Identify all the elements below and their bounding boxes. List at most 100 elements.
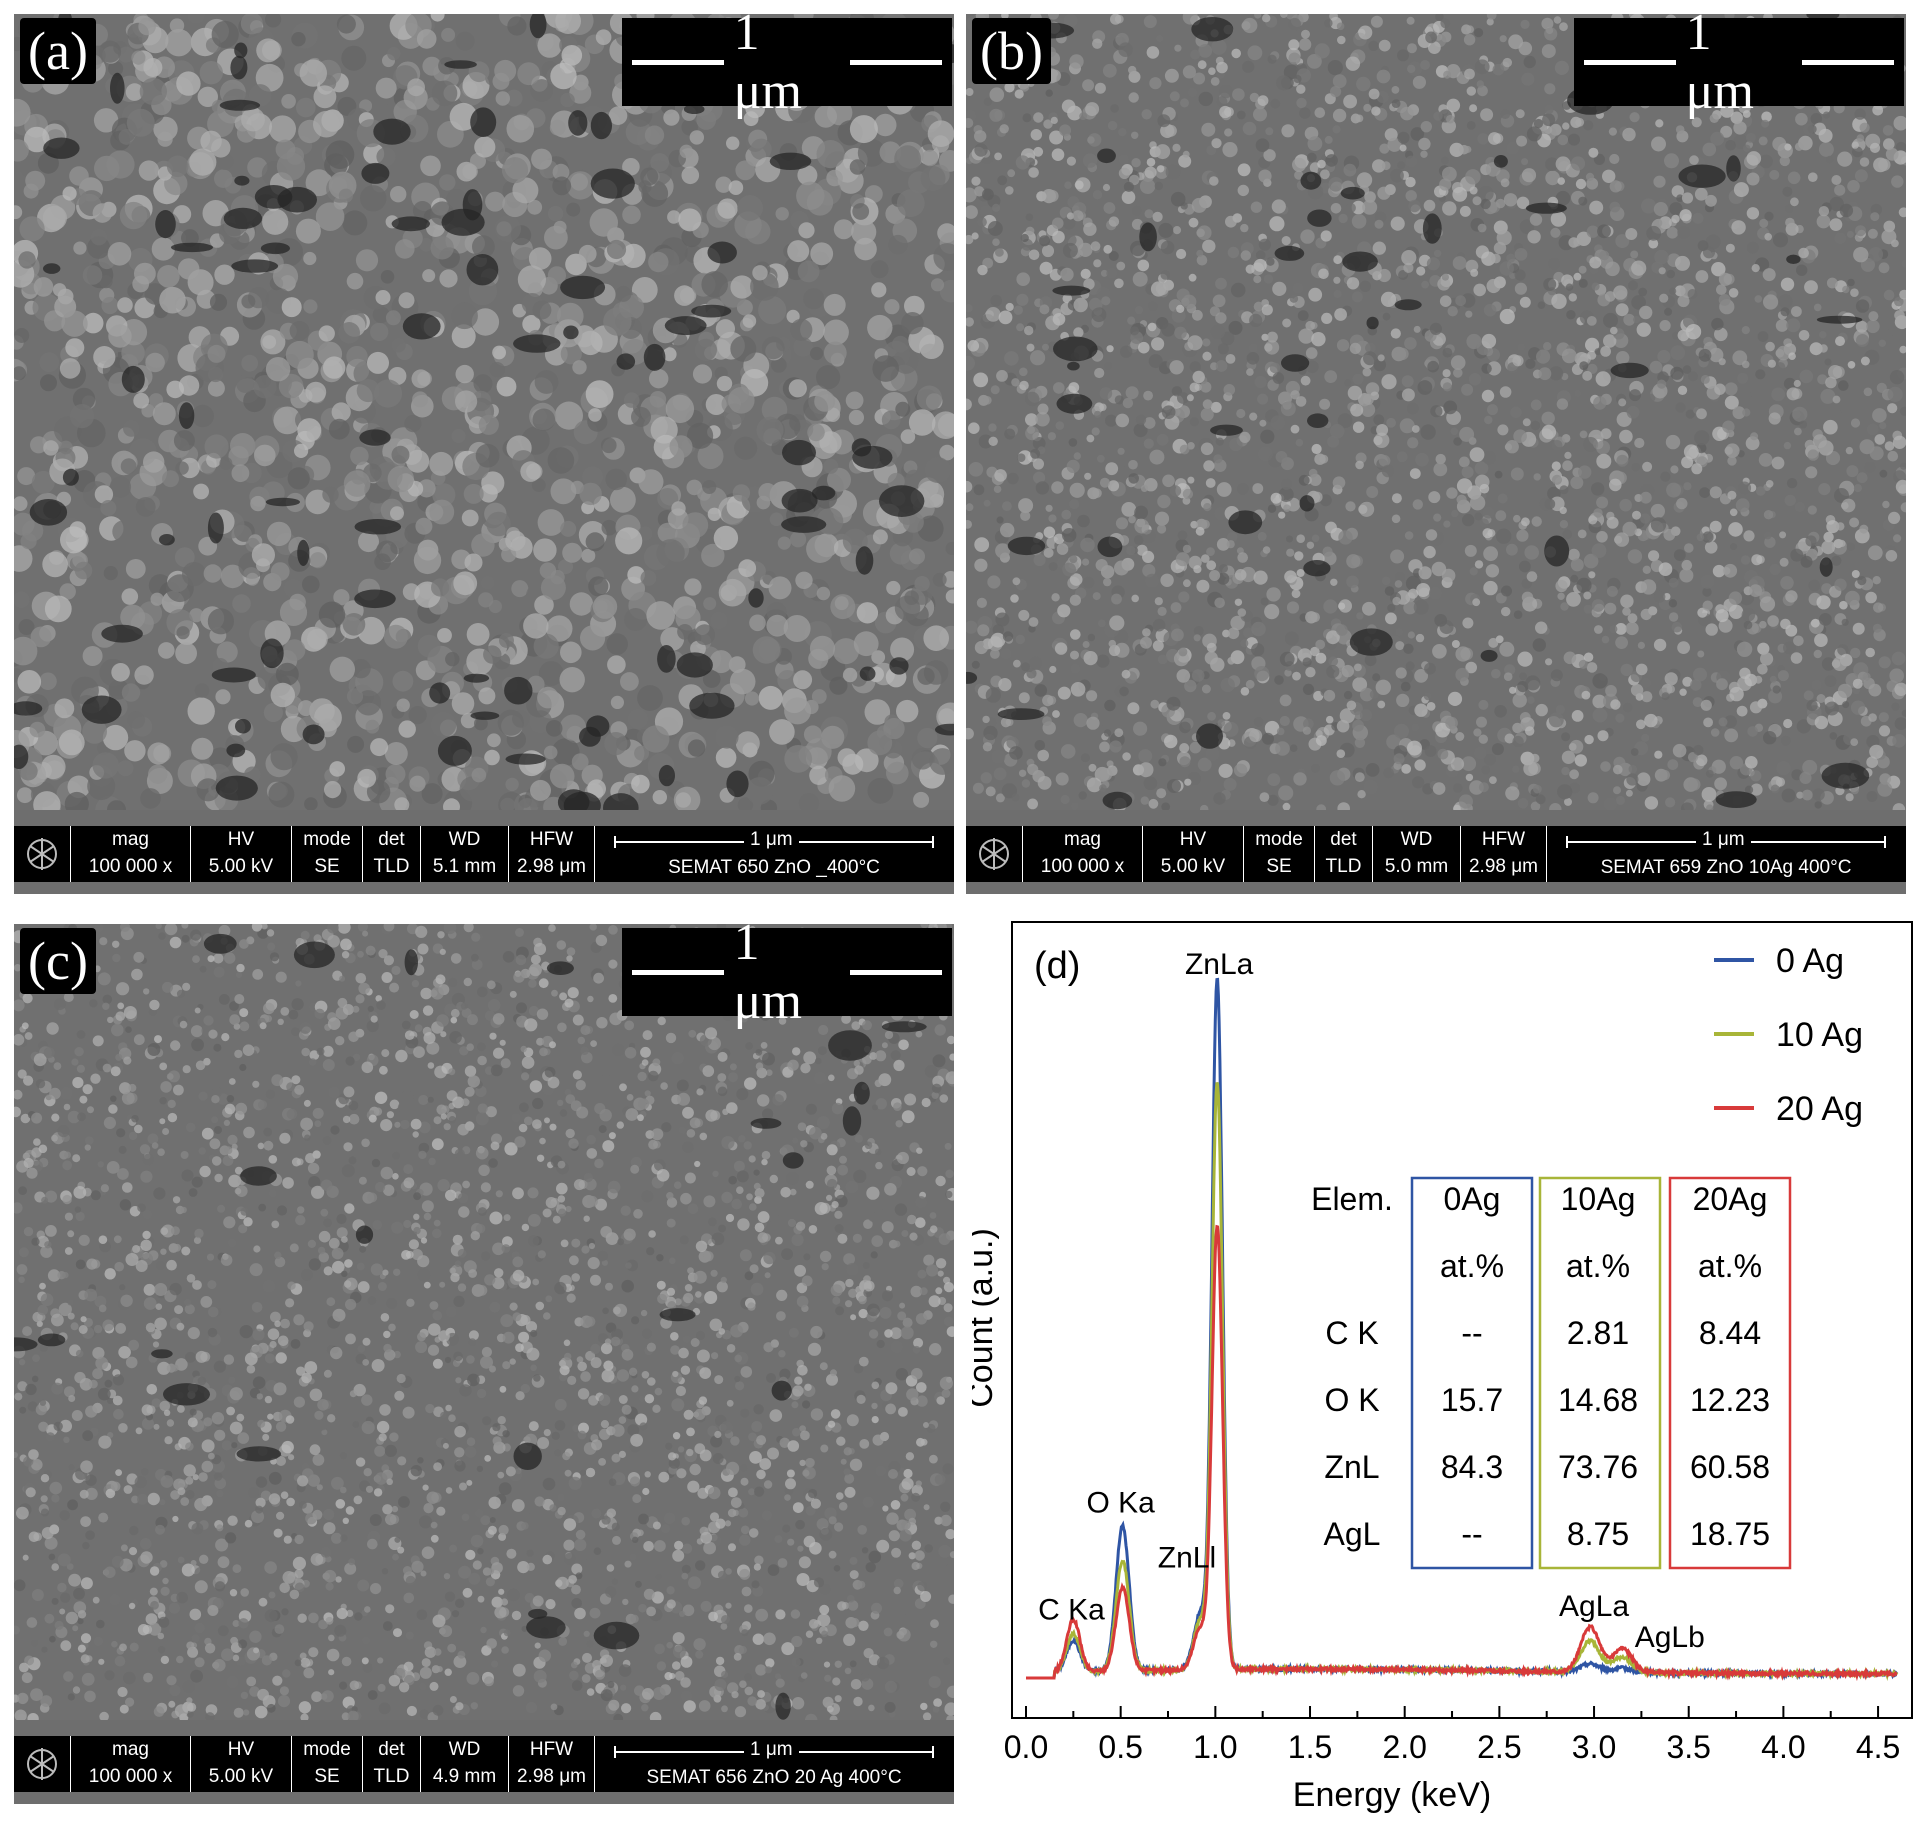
- databar-header: mode: [1255, 829, 1303, 850]
- x-axis-label: Energy (keV): [1293, 1776, 1491, 1814]
- databar-value: TLD: [373, 856, 410, 877]
- table-header: 0Ag: [1444, 1181, 1501, 1217]
- peak-label: AgLa: [1559, 1590, 1629, 1623]
- table-cell: ZnL: [1324, 1449, 1379, 1485]
- databar-field-HV: HV 5.00 kV: [190, 826, 291, 882]
- scale-label-c: 1 μm: [733, 924, 802, 1030]
- databar-header: HFW: [1481, 829, 1526, 850]
- databar-value: SE: [314, 1766, 340, 1787]
- legend-label: 20 Ag: [1776, 1090, 1863, 1128]
- databar-value: 100 000 x: [88, 1766, 173, 1787]
- databar-value: 4.9 mm: [432, 1766, 497, 1787]
- databar-value: 5.00 kV: [208, 856, 274, 877]
- sem-texture-b: [966, 14, 1906, 810]
- databar-scale-cell: [1546, 826, 1906, 882]
- databar-sample-id: SEMAT 650 ZnO _400°C: [668, 857, 880, 878]
- databar-value: 5.0 mm: [1384, 856, 1449, 877]
- sem-image-c: (c) 1 μm mag 100 000 x HV 5.00 kV mode SE det T…: [14, 924, 954, 1804]
- table-unit: at.%: [1440, 1248, 1504, 1284]
- panel-tag-c: (c): [20, 928, 96, 994]
- fei-logo-icon: [14, 826, 70, 882]
- databar-header: mode: [303, 829, 351, 850]
- series-line-20-ag: [1026, 1224, 1898, 1682]
- databar-field-mode: mode SE: [291, 1736, 362, 1792]
- databar-value: 100 000 x: [1040, 856, 1125, 877]
- databar-header: mag: [112, 829, 149, 850]
- databar-c: mag 100 000 x HV 5.00 kV mode SE det TLD WD 4.9 m…: [14, 1736, 954, 1792]
- scale-box-b: 1 μm: [1574, 14, 1904, 120]
- x-tick-label: 2.5: [1477, 1729, 1521, 1765]
- table-cell: O K: [1324, 1382, 1379, 1418]
- x-tick-label: 1.0: [1193, 1729, 1237, 1765]
- databar-sample-id: SEMAT 656 ZnO 20 Ag 400°C: [646, 1767, 902, 1788]
- databar-header: HFW: [529, 829, 574, 850]
- databar-field-mode: mode SE: [291, 826, 362, 882]
- databar-header: WD: [448, 829, 481, 850]
- databar-sample-id: SEMAT 659 ZnO 10Ag 400°C: [1600, 857, 1852, 878]
- sem-texture-c: [14, 924, 954, 1720]
- databar-value: 5.1 mm: [432, 856, 497, 877]
- x-tick-label: 3.5: [1666, 1729, 1710, 1765]
- plot-frame: [1011, 921, 1913, 1719]
- panel-tag-b: (b): [972, 18, 1051, 84]
- x-tick-label: 2.0: [1382, 1729, 1426, 1765]
- databar-header: det: [378, 1739, 405, 1760]
- eds-chart: (d) Count (a.u.) Energy (keV) 0.0 0.5 1.0 1…: [972, 921, 1913, 1814]
- databar-field-det: det TLD: [362, 1736, 420, 1792]
- sem-texture-a: [14, 14, 954, 810]
- peak-label: C Ka: [1038, 1593, 1105, 1626]
- series-line-10-ag: [1026, 1081, 1899, 1681]
- databar-value: 5.00 kV: [1160, 856, 1226, 877]
- table-header: Elem.: [1311, 1181, 1393, 1217]
- panel-tag-d: (d): [1034, 945, 1080, 987]
- table-cell: 15.7: [1441, 1382, 1503, 1418]
- databar-field-det: det TLD: [1314, 826, 1372, 882]
- legend-label: 10 Ag: [1776, 1016, 1863, 1054]
- databar-header: HFW: [529, 1739, 574, 1760]
- eds-chart-panel: (d) Count (a.u.) Energy (keV) 0.0 0.5 1.0 1…: [972, 918, 1918, 1832]
- databar-header: mode: [303, 1739, 351, 1760]
- databar-scale-cell: [594, 1736, 954, 1792]
- databar-scale-bar: 1 μm: [614, 828, 934, 852]
- databar-value: 100 000 x: [88, 856, 173, 877]
- databar-header: HV: [227, 829, 255, 850]
- databar-field-HFW: HFW 2.98 μm: [508, 826, 594, 882]
- composition-table: Elem. 0Ag 10Ag 20Ag at.% at.% at.% C K -- 2.81 8.4…: [1311, 1176, 1792, 1570]
- peak-label: ZnLl: [1158, 1542, 1216, 1575]
- databar-field-mode: mode SE: [1243, 826, 1314, 882]
- table-cell: 2.81: [1567, 1315, 1629, 1351]
- x-tick-label: 1.5: [1288, 1729, 1332, 1765]
- databar-header: mag: [112, 1739, 149, 1760]
- y-axis-label: Count (a.u.): [972, 1228, 1000, 1408]
- databar-header: mag: [1064, 829, 1101, 850]
- scale-box-c: 1 μm: [622, 924, 952, 1030]
- databar-scale-label: 1 μm: [744, 828, 799, 852]
- databar-a: mag 100 000 x HV 5.00 kV mode SE det TLD WD 5.1 m…: [14, 826, 954, 882]
- legend-label: 0 Ag: [1776, 942, 1844, 980]
- databar-field-WD: WD 5.1 mm: [420, 826, 508, 882]
- databar-scale-bar: 1 μm: [1566, 828, 1886, 852]
- table-cell: --: [1461, 1516, 1482, 1552]
- table-cell: 18.75: [1690, 1516, 1770, 1552]
- databar-scale-label: 1 μm: [744, 1738, 799, 1762]
- databar-field-HFW: HFW 2.98 μm: [508, 1736, 594, 1792]
- databar-field-HV: HV 5.00 kV: [190, 1736, 291, 1792]
- databar-field-HV: HV 5.00 kV: [1142, 826, 1243, 882]
- table-column-box: [1668, 1176, 1792, 1570]
- table-cell: C K: [1325, 1315, 1378, 1351]
- table-cell: 60.58: [1690, 1449, 1770, 1485]
- sem-image-b: (b) 1 μm mag 100 000 x HV 5.00 kV mode SE det T…: [966, 14, 1906, 894]
- panel-tag-a: (a): [20, 18, 96, 84]
- x-tick-label: 4.5: [1856, 1729, 1900, 1765]
- databar-header: WD: [448, 1739, 481, 1760]
- databar-value: TLD: [373, 1766, 410, 1787]
- peak-label: O Ka: [1086, 1486, 1155, 1519]
- x-tick-label: 3.0: [1572, 1729, 1616, 1765]
- peak-label: AgLb: [1635, 1621, 1705, 1654]
- table-cell: --: [1461, 1315, 1482, 1351]
- databar-field-det: det TLD: [362, 826, 420, 882]
- databar-scale-bar: 1 μm: [614, 1738, 934, 1762]
- x-tick-label: 0.0: [1004, 1729, 1048, 1765]
- databar-field-mag: mag 100 000 x: [70, 826, 190, 882]
- databar-header: HV: [227, 1739, 255, 1760]
